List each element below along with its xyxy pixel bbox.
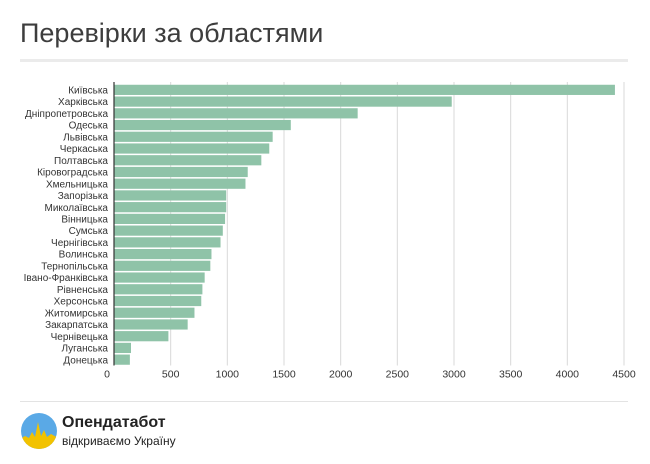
x-tick-label: 4500 [612, 369, 636, 381]
footer-divider [20, 401, 628, 402]
brand-tagline: відкриваємо Україну [62, 434, 176, 448]
bar [114, 331, 169, 342]
category-label: Херсонська [54, 297, 109, 308]
bar-chart: КиївськаХарківськаДніпропетровськаОдеськ… [24, 82, 636, 381]
category-label: Чернівецька [51, 332, 109, 343]
bar [114, 96, 452, 107]
category-label: Полтавська [54, 156, 108, 167]
category-label: Івано-Франківська [24, 273, 109, 284]
bar [114, 108, 358, 119]
bars [114, 84, 615, 365]
bar [114, 307, 195, 318]
category-label: Харківська [58, 97, 108, 108]
title-divider [20, 59, 628, 62]
category-label: Житомирська [45, 308, 109, 319]
x-tick-label: 3000 [442, 369, 466, 381]
category-label: Волинська [59, 250, 109, 261]
bar [114, 119, 291, 131]
category-label: Львівська [63, 132, 108, 143]
category-label: Дніпропетровська [25, 109, 108, 120]
category-label: Луганська [61, 344, 108, 355]
opendatabot-logo-icon [21, 413, 57, 449]
bar [114, 166, 248, 178]
bar [114, 260, 211, 271]
page-title: Перевірки за областями [20, 18, 324, 48]
category-label: Чернігівська [51, 238, 108, 249]
category-label: Одеська [69, 121, 109, 132]
bar [114, 84, 615, 95]
bar [114, 342, 131, 354]
category-label: Київська [68, 85, 108, 96]
category-label: Закарпатська [45, 320, 108, 331]
category-label: Вінницька [61, 214, 108, 225]
category-label: Хмельницька [46, 179, 108, 190]
category-label: Донецька [63, 355, 108, 366]
category-label: Кіровоградська [37, 168, 108, 179]
category-label: Миколаївська [45, 203, 109, 214]
category-label: Тернопільська [41, 261, 108, 272]
bar [114, 155, 262, 166]
bar [114, 295, 202, 307]
category-labels: КиївськаХарківськаДніпропетровськаОдеськ… [24, 85, 109, 366]
category-label: Сумська [69, 226, 109, 237]
category-label: Черкаська [60, 144, 109, 155]
brand-name: Опендатабот [62, 414, 166, 431]
x-tick-label: 1500 [272, 369, 296, 381]
bar [114, 272, 205, 283]
x-tick-label: 0 [104, 369, 110, 381]
bar [114, 319, 188, 330]
x-tick-label: 2500 [386, 369, 410, 381]
x-tick-label: 500 [162, 369, 180, 381]
bar [114, 131, 273, 142]
category-label: Запорізька [58, 191, 109, 202]
bar [114, 284, 203, 295]
x-tick-label: 1000 [216, 369, 240, 381]
bar [114, 354, 130, 365]
bar [114, 178, 246, 189]
tick-labels: 0 500 1000 1500 2000 2500 3000 3500 4000 4500 [104, 369, 636, 381]
category-label: Рівненська [57, 285, 109, 296]
bar [114, 248, 212, 260]
bar [114, 213, 226, 224]
x-tick-label: 3500 [499, 369, 523, 381]
x-tick-label: 4000 [556, 369, 580, 381]
bar [114, 143, 270, 154]
bar [114, 202, 227, 213]
x-tick-label: 2000 [329, 369, 353, 381]
bar [114, 225, 223, 236]
bar [114, 237, 221, 248]
bar [114, 190, 227, 201]
